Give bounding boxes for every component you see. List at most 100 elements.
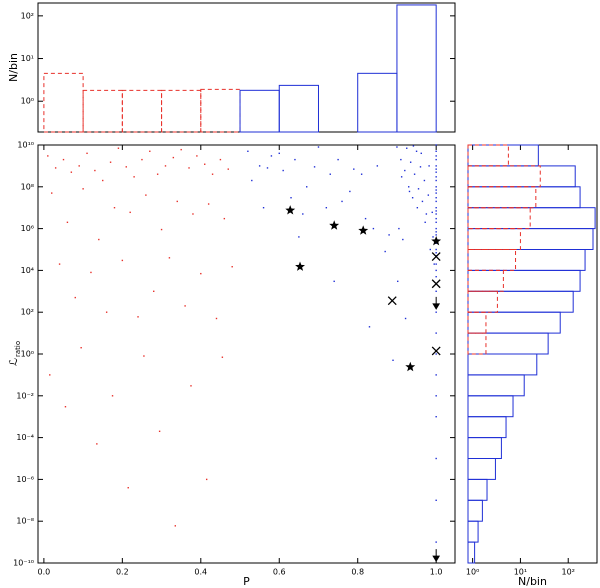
- y-axis-label-group: N/bin: [7, 53, 20, 82]
- point: [133, 176, 135, 178]
- point: [417, 188, 420, 190]
- point: [176, 200, 178, 203]
- point: [270, 155, 273, 157]
- y-tick-label: 10⁸: [21, 182, 34, 191]
- point: [111, 395, 114, 397]
- point: [412, 145, 415, 147]
- hist-bar: [467, 165, 541, 188]
- point: [74, 296, 76, 299]
- point: [158, 430, 161, 433]
- hist-bar: [43, 72, 84, 133]
- point: [423, 179, 426, 182]
- point: [368, 326, 371, 328]
- point: [372, 227, 375, 230]
- hist-bar: [467, 207, 531, 230]
- x-marker: [431, 252, 441, 262]
- y-tick-label: 10⁻⁴: [16, 433, 34, 442]
- point: [278, 152, 280, 155]
- y-tick-label: 10⁻⁸: [16, 517, 34, 526]
- point: [435, 457, 437, 460]
- point: [433, 263, 435, 265]
- point: [306, 186, 308, 188]
- point: [435, 189, 437, 191]
- point: [398, 227, 400, 230]
- point: [435, 234, 437, 236]
- point: [325, 207, 328, 209]
- y-axis-label-sub: ratio: [14, 341, 22, 357]
- hist-bar: [239, 89, 280, 133]
- point: [420, 152, 422, 155]
- point: [62, 158, 65, 161]
- point: [435, 192, 437, 194]
- point: [192, 213, 194, 215]
- x-tick-label: 10¹: [514, 568, 527, 577]
- point: [188, 167, 190, 169]
- point: [435, 210, 437, 212]
- frame: [37, 144, 456, 564]
- point: [431, 211, 433, 214]
- point: [86, 152, 88, 155]
- point: [360, 173, 363, 175]
- point: [215, 317, 218, 320]
- point: [435, 217, 437, 220]
- point: [397, 280, 399, 283]
- point: [435, 179, 437, 182]
- hist-bar: [467, 249, 517, 271]
- point: [164, 165, 167, 167]
- point: [435, 395, 437, 397]
- point: [435, 275, 437, 278]
- point: [432, 236, 434, 238]
- point: [90, 271, 92, 274]
- hist-bar: [467, 165, 576, 188]
- point: [117, 147, 120, 149]
- hist-bar: [467, 311, 561, 334]
- point: [416, 207, 419, 209]
- panel: 10⁰ 10¹ 10² N/bin: [466, 144, 598, 588]
- point: [435, 263, 437, 265]
- hist-bar: [467, 186, 537, 209]
- star-marker: [329, 220, 340, 230]
- hist-bar: [467, 458, 496, 480]
- y-tick-label: 10⁶: [21, 224, 34, 233]
- point: [435, 353, 437, 355]
- point: [435, 499, 437, 501]
- hist-bar: [467, 144, 509, 167]
- x-marker: [387, 296, 397, 306]
- point: [205, 478, 208, 481]
- point: [435, 213, 437, 215]
- point: [392, 359, 394, 361]
- frame: [37, 2, 456, 133]
- point: [435, 231, 437, 233]
- point: [58, 263, 61, 265]
- point: [121, 259, 124, 262]
- point: [364, 217, 367, 220]
- hist-bar: [467, 186, 581, 209]
- hist-bar: [467, 437, 502, 460]
- point: [384, 250, 386, 253]
- point: [129, 211, 131, 214]
- point: [424, 221, 426, 224]
- point: [190, 385, 192, 387]
- y-axis-label: N/bin: [7, 53, 20, 82]
- panel: 0.0 0.2 0.4 0.6 0.8 1.0 10¹⁰ 10⁸ 10⁶ 10⁴ 10² 10⁰ 10⁻…: [7, 141, 456, 588]
- y-axis-label: ℒ: [7, 358, 20, 366]
- point: [404, 317, 407, 320]
- point: [145, 194, 147, 196]
- hist-bar: [467, 311, 487, 334]
- hist-bar: [357, 72, 398, 133]
- hist-bar: [467, 269, 581, 292]
- point: [149, 150, 151, 152]
- hist-bar: [467, 478, 488, 501]
- hist-bar: [467, 144, 539, 167]
- point: [96, 443, 98, 445]
- point: [435, 248, 437, 251]
- point: [427, 194, 430, 196]
- hist-bar: [467, 207, 596, 230]
- x-tick-label: 0.8: [351, 568, 364, 577]
- point: [435, 290, 437, 292]
- point: [408, 186, 410, 188]
- point: [127, 487, 129, 489]
- point: [376, 165, 379, 167]
- x-tick-label: 1.0: [430, 568, 443, 577]
